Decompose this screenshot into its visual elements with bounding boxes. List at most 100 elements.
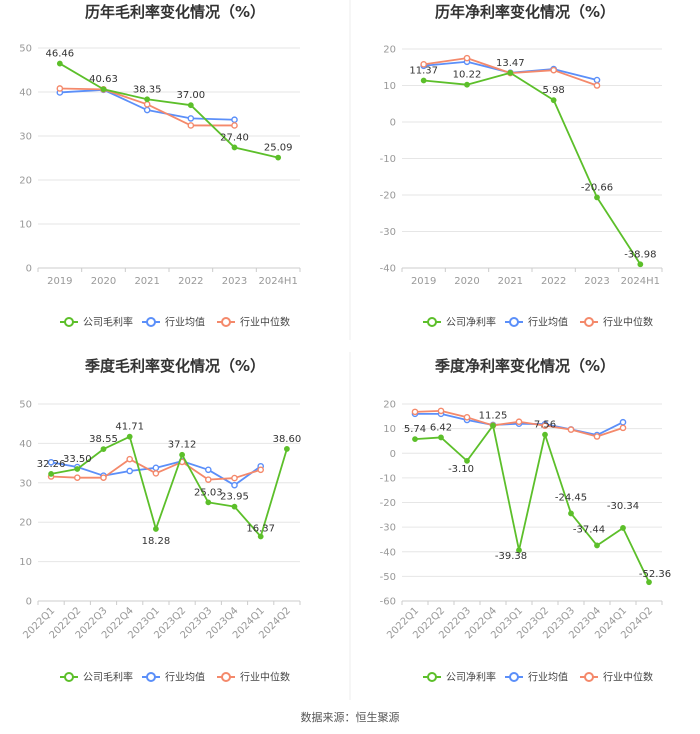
annual-gross-legend-swatch-marker <box>64 317 74 327</box>
quarterly-gross-legend-label: 行业中位数 <box>240 671 290 684</box>
annual-gross-y-tick: 30 <box>19 132 32 143</box>
annual-gross-data-label: 27.40 <box>220 132 249 143</box>
annual-net-chart: 历年净利率变化情况（%） -40 -30 -20 -10 0 10 20 2019 2020 202… <box>380 3 663 329</box>
quarterly-gross-legend-industry_median[interactable]: 行业中位数 <box>217 671 290 684</box>
quarterly-net-industry_median-point <box>541 422 549 429</box>
annual-net-y-tick: -30 <box>380 227 396 238</box>
quarterly-gross-industry_avg-point <box>126 467 133 475</box>
annual-gross-industry_median-point <box>56 85 64 92</box>
quarterly-net-legend-industry_median[interactable]: 行业中位数 <box>580 671 653 684</box>
quarterly-net-y-tick: -40 <box>380 547 396 558</box>
quarterly-gross-y-tick: 30 <box>19 478 32 489</box>
quarterly-net-legend-swatch-marker <box>584 672 594 682</box>
annual-net-legend-company[interactable]: 公司净利率 <box>423 316 496 329</box>
quarterly-gross-industry_median-point <box>126 455 133 463</box>
annual-net-data-label: 10.22 <box>453 70 482 81</box>
quarterly-gross-company-point <box>100 446 107 453</box>
annual-gross-data-label: 25.09 <box>264 143 293 154</box>
annual-gross-legend-industry_avg[interactable]: 行业均值 <box>142 316 205 329</box>
quarterly-gross-data-label: 38.60 <box>273 434 302 445</box>
quarterly-gross-data-label: 25.03 <box>194 487 223 498</box>
annual-gross-legend-label: 行业均值 <box>165 316 205 329</box>
quarterly-net-company-line <box>414 424 650 583</box>
quarterly-gross-industry_median-point <box>100 474 107 481</box>
annual-gross-data-label: 37.00 <box>177 90 206 101</box>
quarterly-net-legend-company[interactable]: 公司净利率 <box>423 671 496 684</box>
annual-gross-legend-industry_median[interactable]: 行业中位数 <box>217 316 290 329</box>
annual-net-legend-industry_avg[interactable]: 行业均值 <box>505 316 568 329</box>
quarterly-net-title: 季度净利率变化情况（%） <box>435 357 615 375</box>
quarterly-net-legend-label: 公司净利率 <box>446 671 496 684</box>
quarterly-gross-industry_avg-point <box>231 481 238 489</box>
annual-net-legend-swatch-marker <box>509 317 519 327</box>
annual-gross-data-label: 46.46 <box>46 49 75 60</box>
quarterly-net-data-label: -39.38 <box>495 551 527 562</box>
quarterly-gross-industry_median-point <box>152 470 160 477</box>
quarterly-gross-industry_median-point <box>231 474 238 482</box>
quarterly-net-company-point <box>646 579 652 586</box>
quarterly-gross-industry_median-point <box>257 466 265 474</box>
quarterly-net-data-label: 11.25 <box>479 411 508 422</box>
annual-net-data-label: 13.47 <box>496 58 525 69</box>
quarterly-net-y-tick: -60 <box>380 597 396 608</box>
quarterly-gross-company-point <box>48 470 54 477</box>
annual-net-data-label: -20.66 <box>581 182 613 193</box>
quarterly-gross-company-line <box>50 435 288 538</box>
annual-net-industry_median-point <box>420 61 427 68</box>
annual-gross-x-tick: 2020 <box>91 276 116 287</box>
quarterly-net-y-tick: -20 <box>380 498 396 509</box>
annual-net-legend-swatch-marker <box>584 317 594 327</box>
quarterly-gross-legend-industry_avg[interactable]: 行业均值 <box>142 671 205 684</box>
quarterly-net-company-point <box>464 457 470 464</box>
annual-gross-legend-label: 公司毛利率 <box>83 316 133 329</box>
annual-net-y-tick: 20 <box>383 45 396 56</box>
quarterly-net-company-point <box>620 525 626 531</box>
quarterly-gross-data-label: 32.26 <box>37 459 66 470</box>
quarterly-gross-legend-swatch-marker <box>221 672 231 682</box>
annual-net-data-label: 5.98 <box>543 85 565 96</box>
quarterly-net-industry_median-point <box>593 433 601 440</box>
quarterly-gross-y-tick: 40 <box>19 439 32 450</box>
quarterly-gross-legend-label: 行业均值 <box>165 671 205 684</box>
annual-gross-company-point <box>187 102 194 109</box>
annual-net-industry_median-point <box>463 54 471 62</box>
quarterly-net-company-point <box>490 422 496 429</box>
annual-gross-x-tick: 2024H1 <box>258 276 297 287</box>
quarterly-gross-industry_avg-point <box>47 459 55 466</box>
quarterly-net-industry_median-point <box>619 424 627 432</box>
annual-net-legend-label: 公司净利率 <box>446 316 496 329</box>
quarterly-net-chart: 季度净利率变化情况（%）-60-50-40-30-20-10010202022Q… <box>380 357 671 684</box>
quarterly-net-company-point <box>412 436 418 443</box>
annual-net-legend-industry_median[interactable]: 行业中位数 <box>580 316 653 329</box>
annual-net-data-label: 11.37 <box>409 65 438 76</box>
quarterly-gross-title: 季度毛利率变化情况（%） <box>85 357 265 375</box>
annual-gross-chart: 历年毛利率变化情况（%） 0 10 20 30 40 50 2019 2020 2021 2022 2… <box>19 3 301 329</box>
annual-gross-title: 历年毛利率变化情况（%） <box>85 3 265 21</box>
quarterly-net-data-label: -52.36 <box>639 569 671 580</box>
quarterly-gross-legend-label: 公司毛利率 <box>83 671 133 684</box>
quarterly-gross-legend-company[interactable]: 公司毛利率 <box>60 671 133 684</box>
quarterly-net-data-label: 6.42 <box>430 422 452 433</box>
quarterly-net-legend-industry_avg[interactable]: 行业均值 <box>505 671 568 684</box>
quarterly-net-industry_median-point <box>437 407 445 415</box>
annual-net-company-point <box>507 69 514 76</box>
annual-gross-industry_median-point <box>187 122 195 129</box>
quarterly-net-y-tick: -10 <box>380 473 396 484</box>
quarterly-net-data-label: 7.56 <box>534 420 556 431</box>
annual-gross-legend-company[interactable]: 公司毛利率 <box>60 316 133 329</box>
annual-gross-y-tick: 40 <box>19 88 32 99</box>
annual-gross-y-tick: 20 <box>19 176 32 187</box>
quarterly-gross-y-tick: 20 <box>19 518 32 529</box>
quarterly-net-company-point <box>594 542 600 549</box>
annual-net-y-tick: -10 <box>380 154 396 165</box>
quarterly-net-industry_avg-point <box>619 418 627 426</box>
quarterly-net-industry_median-point <box>567 426 575 433</box>
annual-net-title: 历年净利率变化情况（%） <box>435 3 615 21</box>
quarterly-gross-industry_avg-point <box>152 464 160 472</box>
quarterly-gross-company-point <box>257 533 264 540</box>
quarterly-gross-industry_avg-point <box>204 466 212 474</box>
annual-gross-legend-swatch-marker <box>146 317 156 327</box>
annual-net-y-tick: -40 <box>380 264 396 275</box>
annual-gross-data-label: 38.35 <box>133 84 162 95</box>
